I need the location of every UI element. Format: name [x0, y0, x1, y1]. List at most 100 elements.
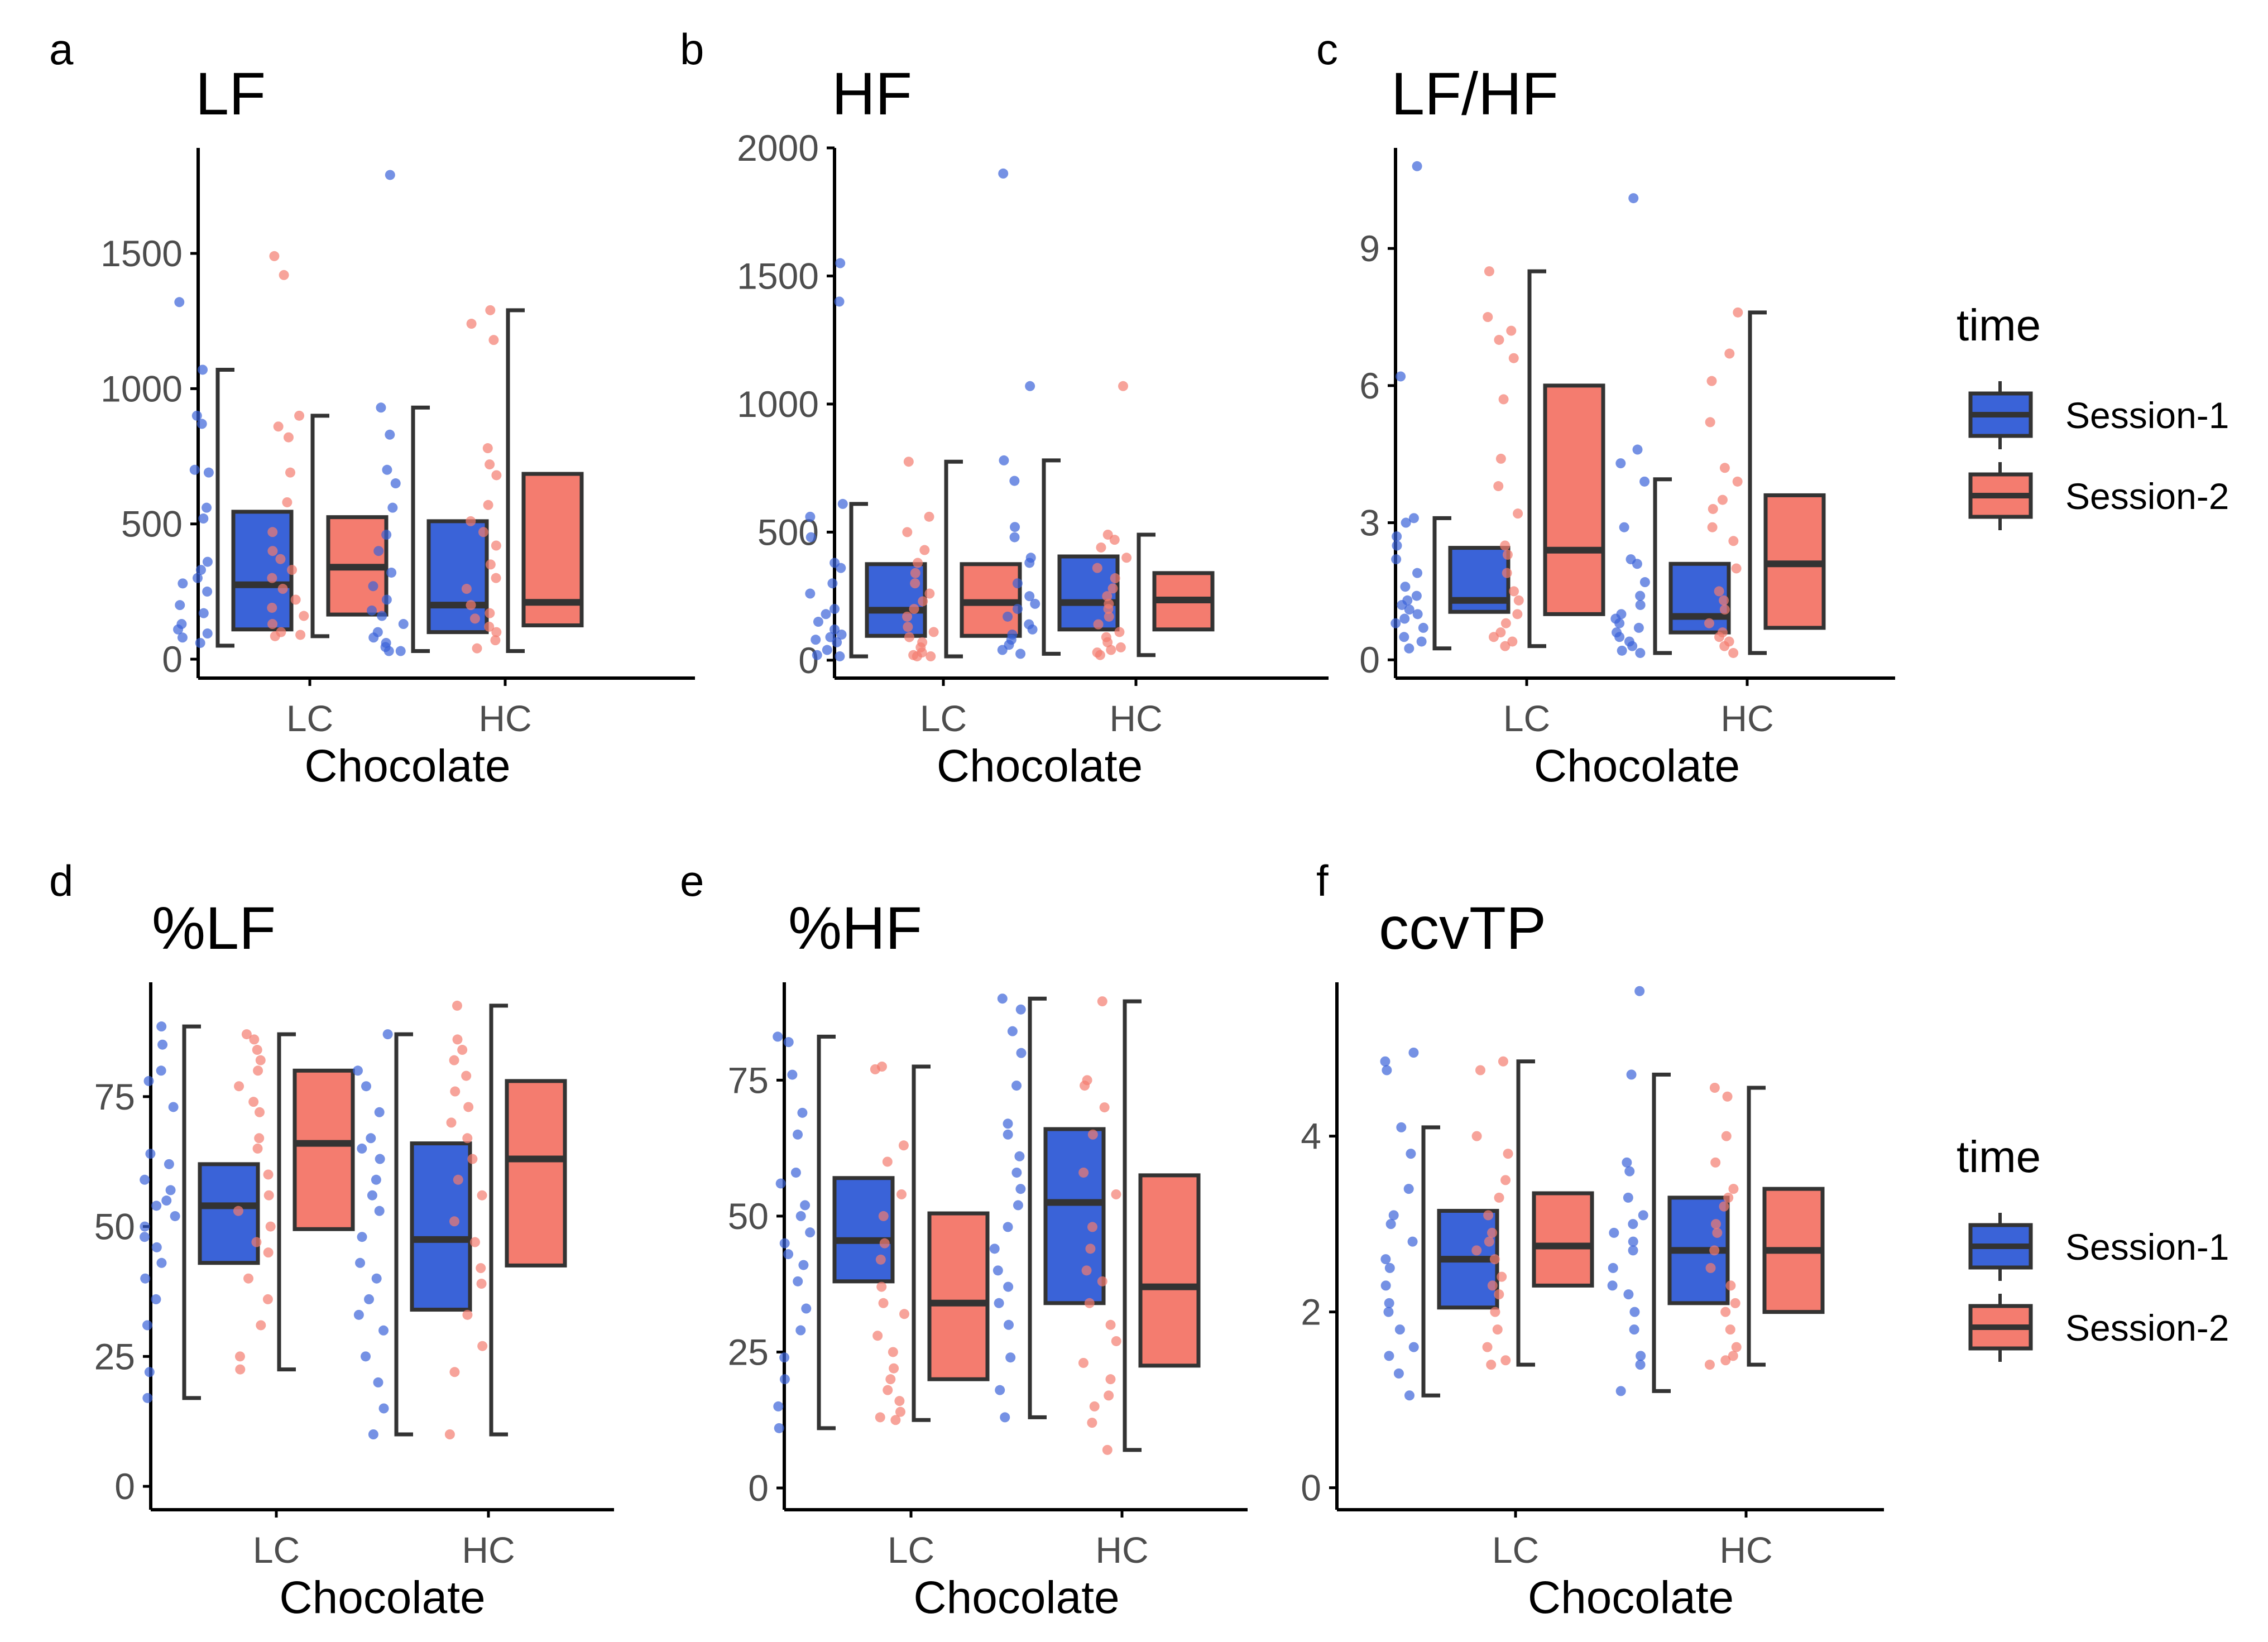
data-point — [387, 502, 398, 513]
data-point — [798, 1260, 809, 1270]
data-point — [151, 1201, 162, 1211]
legend-label: Session-1 — [2065, 1226, 2229, 1267]
iqr-box — [1668, 561, 1731, 635]
whisker — [1653, 477, 1672, 655]
data-point — [1411, 590, 1422, 601]
data-point — [1011, 1081, 1022, 1091]
data-point — [805, 1227, 816, 1238]
data-point — [252, 1045, 262, 1055]
data-point — [1004, 1319, 1014, 1330]
data-point — [829, 624, 840, 635]
y-tick-label: 0 — [1359, 639, 1380, 680]
data-point — [1706, 376, 1717, 386]
data-point — [1111, 1189, 1121, 1199]
data-point — [466, 516, 476, 526]
data-point — [1097, 1276, 1107, 1286]
data-point — [243, 1273, 254, 1284]
data-point — [198, 364, 208, 375]
data-point — [783, 1249, 794, 1260]
whisker — [310, 414, 329, 638]
data-point — [1003, 1281, 1014, 1292]
data-point — [378, 1403, 389, 1414]
y-tick-label: 1000 — [100, 368, 183, 409]
data-point — [1003, 1118, 1013, 1129]
data-point — [1396, 1122, 1407, 1132]
data-point — [463, 1102, 474, 1112]
data-point — [1707, 522, 1718, 532]
data-point — [1024, 558, 1035, 568]
data-point — [1093, 619, 1104, 630]
data-point — [255, 1055, 266, 1065]
data-point — [1733, 307, 1743, 318]
x-tick-label: HC — [462, 1529, 515, 1571]
data-point — [994, 1298, 1004, 1308]
panel-title: LF — [195, 60, 266, 127]
whisker — [1123, 999, 1142, 1452]
data-point — [1087, 1222, 1097, 1232]
data-point — [1412, 609, 1423, 620]
data-point — [1492, 1324, 1503, 1335]
data-point — [1012, 578, 1023, 589]
box-LC-Session-2 — [870, 1062, 990, 1425]
box-HC-Session-2 — [1092, 381, 1215, 660]
data-point — [248, 1097, 259, 1107]
data-point — [1634, 986, 1645, 996]
y-tick-label: 1000 — [737, 383, 819, 425]
data-point — [161, 1196, 172, 1206]
data-point — [195, 565, 206, 575]
data-point — [1712, 1227, 1723, 1238]
data-point — [361, 1081, 371, 1092]
data-point — [476, 1279, 487, 1289]
data-point — [485, 305, 496, 315]
data-point — [793, 1276, 803, 1286]
panel-letter: e — [680, 856, 704, 905]
data-point — [270, 631, 280, 641]
box-HC-Session-2 — [1078, 996, 1201, 1455]
data-point — [773, 1031, 783, 1042]
data-point — [469, 613, 480, 624]
data-point — [1025, 381, 1035, 391]
data-point — [1710, 1219, 1721, 1230]
data-point — [1487, 1280, 1498, 1291]
x-tick-label: LC — [286, 698, 333, 739]
data-point — [1484, 1236, 1494, 1247]
data-point — [273, 421, 284, 432]
data-point — [1013, 1200, 1023, 1211]
data-point — [813, 617, 823, 627]
panel-letter: a — [49, 25, 74, 74]
legend: time Session-1 Session-2 — [1957, 300, 2229, 530]
data-point — [1009, 476, 1020, 486]
data-point — [491, 470, 502, 481]
data-point — [885, 1374, 896, 1385]
data-point — [1508, 353, 1519, 363]
data-point — [1494, 1289, 1504, 1300]
data-point — [1105, 1319, 1116, 1330]
data-point — [1107, 583, 1118, 594]
legend-key-Session-2 — [1968, 1294, 2033, 1362]
data-point — [883, 1385, 893, 1395]
data-point — [1719, 595, 1729, 606]
data-point — [1493, 481, 1504, 492]
data-point — [367, 1190, 377, 1201]
data-point — [912, 651, 922, 661]
data-point — [469, 1237, 480, 1247]
data-point — [1009, 532, 1020, 542]
data-point — [1719, 1201, 1729, 1212]
data-point — [202, 586, 213, 597]
data-point — [1635, 599, 1646, 610]
data-point — [878, 1298, 889, 1308]
data-point — [398, 619, 409, 630]
data-point — [800, 1200, 811, 1211]
data-point — [1471, 1131, 1482, 1141]
data-point — [1013, 604, 1023, 614]
data-point — [1624, 1166, 1635, 1177]
data-point — [1106, 645, 1116, 655]
data-point — [203, 467, 214, 478]
data-point — [1629, 1307, 1640, 1317]
data-point — [449, 1055, 459, 1065]
data-point — [1615, 1386, 1626, 1396]
data-point — [177, 632, 188, 643]
data-point — [998, 168, 1009, 179]
y-tick-label: 50 — [728, 1196, 769, 1237]
